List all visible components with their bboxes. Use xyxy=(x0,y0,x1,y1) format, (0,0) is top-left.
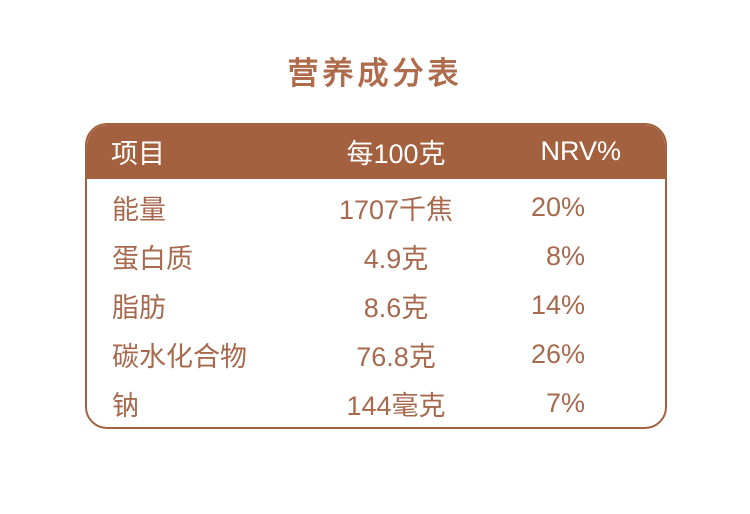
row-per100g-value: 76.8克 xyxy=(356,342,436,372)
table-header-row: 项目 每100克 NRV% xyxy=(87,125,665,179)
table-row: 碳水化合物 76.8克 26% xyxy=(87,330,665,379)
row-item-label: 能量 xyxy=(112,195,166,225)
row-per100g-value: 1707千焦 xyxy=(338,195,454,225)
row-nrv-value: 7% xyxy=(545,388,585,418)
row-nrv-value: 8% xyxy=(545,241,585,271)
table-row: 脂肪 8.6克 14% xyxy=(87,281,665,330)
row-item-label: 脂肪 xyxy=(112,293,166,323)
row-item-label: 钠 xyxy=(112,391,139,421)
row-nrv-value: 20% xyxy=(530,192,585,222)
row-per100g-value: 8.6克 xyxy=(363,293,429,323)
table-row: 蛋白质 4.9克 8% xyxy=(87,232,665,281)
table-row: 钠 144毫克 7% xyxy=(87,379,665,427)
column-header-nrv: NRV% xyxy=(540,136,621,166)
column-header-item: 项目 xyxy=(111,139,165,169)
row-item-label: 蛋白质 xyxy=(112,244,193,274)
row-item-label: 碳水化合物 xyxy=(112,342,247,372)
row-per100g-value: 144毫克 xyxy=(346,391,446,421)
column-header-per100g: 每100克 xyxy=(346,139,446,169)
page-title: 营养成分表 xyxy=(287,56,463,91)
nutrition-table: 项目 每100克 NRV% 能量 1707千焦 20% 蛋白质 4.9克 8% … xyxy=(85,123,667,429)
table-row: 能量 1707千焦 20% xyxy=(87,183,665,232)
table-body: 能量 1707千焦 20% 蛋白质 4.9克 8% 脂肪 8.6克 14% 碳水… xyxy=(87,179,665,427)
row-nrv-value: 14% xyxy=(530,290,585,320)
row-nrv-value: 26% xyxy=(530,339,585,369)
row-per100g-value: 4.9克 xyxy=(363,244,429,274)
